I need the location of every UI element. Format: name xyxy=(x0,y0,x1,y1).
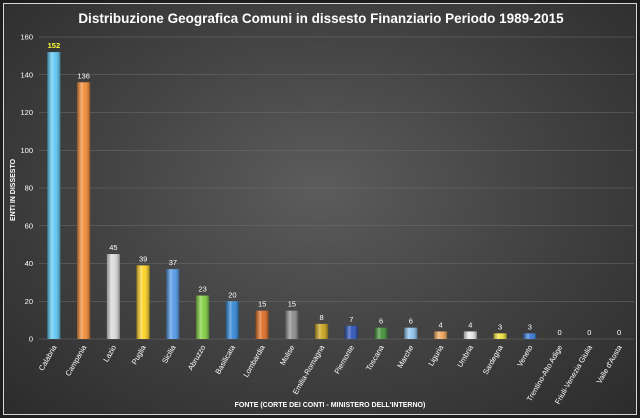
data-label: 15 xyxy=(288,300,296,309)
bar-shine xyxy=(225,301,239,339)
bar-shine xyxy=(285,310,299,339)
bar-marche xyxy=(404,327,418,339)
y-tick-label: 0 xyxy=(29,335,33,344)
data-label: 6 xyxy=(409,317,413,326)
bar-campania xyxy=(77,82,91,340)
bar-shine xyxy=(463,331,477,339)
bar-shine xyxy=(523,333,537,339)
chart-title: Distribuzione Geografica Comuni in disse… xyxy=(78,11,564,26)
data-label: 3 xyxy=(528,322,532,331)
data-label: 136 xyxy=(77,71,90,80)
bar-shine xyxy=(106,254,120,339)
bar-calabria xyxy=(47,52,61,339)
bar-piemonte xyxy=(344,325,358,339)
bars: 152 136 45 39 37 23 20 15 15 8 7 6 6 4 4 3 3 0 0 0 xyxy=(47,41,621,340)
bar-chart: Distribuzione Geografica Comuni in disse… xyxy=(10,11,634,409)
bar-shine xyxy=(315,323,329,339)
data-label: 4 xyxy=(468,320,472,329)
bar-shine xyxy=(196,295,210,339)
bar-shine xyxy=(255,310,269,339)
bar-puglia xyxy=(136,265,150,339)
category-label: Calabria xyxy=(37,343,59,372)
y-tick-label: 20 xyxy=(25,297,33,306)
x-axis-label: FONTE (CORTE DEI CONTI - MINISTERO DELL'… xyxy=(235,402,426,409)
category-label: Sicilia xyxy=(160,343,178,365)
data-label: 15 xyxy=(258,300,266,309)
data-label: 152 xyxy=(48,41,61,50)
bar-shine xyxy=(404,327,418,339)
y-tick-label: 120 xyxy=(20,108,33,117)
data-label: 39 xyxy=(139,254,147,263)
bar-basilicata xyxy=(225,301,239,339)
category-label: Molise xyxy=(278,344,297,367)
x-axis-categories: Calabria Campania Lazio Puglia Sicilia Abruzz… xyxy=(37,343,624,406)
category-label: Toscana xyxy=(364,343,386,372)
data-label: 4 xyxy=(439,320,443,329)
data-label: 20 xyxy=(228,290,236,299)
y-tick-label: 40 xyxy=(25,259,33,268)
bar-sicilia xyxy=(166,269,180,339)
y-tick-label: 100 xyxy=(20,146,33,155)
category-label: Campania xyxy=(63,343,88,378)
bar-lazio xyxy=(106,254,120,339)
category-label: Basilicata xyxy=(213,343,237,376)
bar-shine xyxy=(136,265,150,339)
data-label: 6 xyxy=(379,317,383,326)
category-label: Liguria xyxy=(426,343,445,368)
category-label: Marche xyxy=(395,344,415,370)
bar-shine xyxy=(493,333,507,339)
category-label: Emilia-Romagna xyxy=(291,343,327,396)
bar-liguria xyxy=(434,331,448,339)
data-label: 45 xyxy=(109,243,117,252)
category-label: Veneto xyxy=(515,344,534,369)
chart-frame: Distribuzione Geografica Comuni in disse… xyxy=(3,3,637,415)
bar-shine xyxy=(77,82,91,340)
y-axis-ticks: 0 20 40 60 80 100 120 140 160 xyxy=(20,33,33,344)
bar-lombardia xyxy=(255,310,269,339)
bar-sardegna xyxy=(493,333,507,339)
bar-veneto xyxy=(523,333,537,339)
category-label: Puglia xyxy=(130,343,149,366)
bar-shine xyxy=(166,269,180,339)
bar-toscana xyxy=(374,327,388,339)
gridlines xyxy=(39,36,634,340)
bar-shine xyxy=(434,331,448,339)
category-label: Umbria xyxy=(455,343,475,369)
data-label: 3 xyxy=(498,322,502,331)
y-tick-label: 80 xyxy=(25,184,33,193)
data-label: 23 xyxy=(198,285,206,294)
y-axis-label: ENTI IN DISSESTO xyxy=(10,158,17,221)
bar-umbria xyxy=(463,331,477,339)
bar-shine xyxy=(344,325,358,339)
y-tick-label: 160 xyxy=(20,33,33,42)
bar-shine xyxy=(47,52,61,339)
bar-molise xyxy=(285,310,299,339)
data-label: 0 xyxy=(558,328,562,337)
bar-abruzzo xyxy=(196,295,210,339)
category-label: Lazio xyxy=(101,344,118,364)
category-label: Valle d'Aosta xyxy=(595,343,625,385)
category-label: Sardegna xyxy=(481,343,505,376)
category-label: Piemonte xyxy=(332,344,356,376)
bar-emilia-romagna xyxy=(315,323,329,339)
category-label: Abruzzo xyxy=(186,344,208,372)
data-label: 8 xyxy=(320,313,324,322)
bar-shine xyxy=(374,327,388,339)
data-label: 0 xyxy=(617,328,621,337)
y-tick-label: 60 xyxy=(25,221,33,230)
data-label: 0 xyxy=(587,328,591,337)
category-label: Lombardia xyxy=(241,343,267,379)
y-tick-label: 140 xyxy=(20,70,33,79)
data-label: 7 xyxy=(349,315,353,324)
data-label: 37 xyxy=(169,258,177,267)
